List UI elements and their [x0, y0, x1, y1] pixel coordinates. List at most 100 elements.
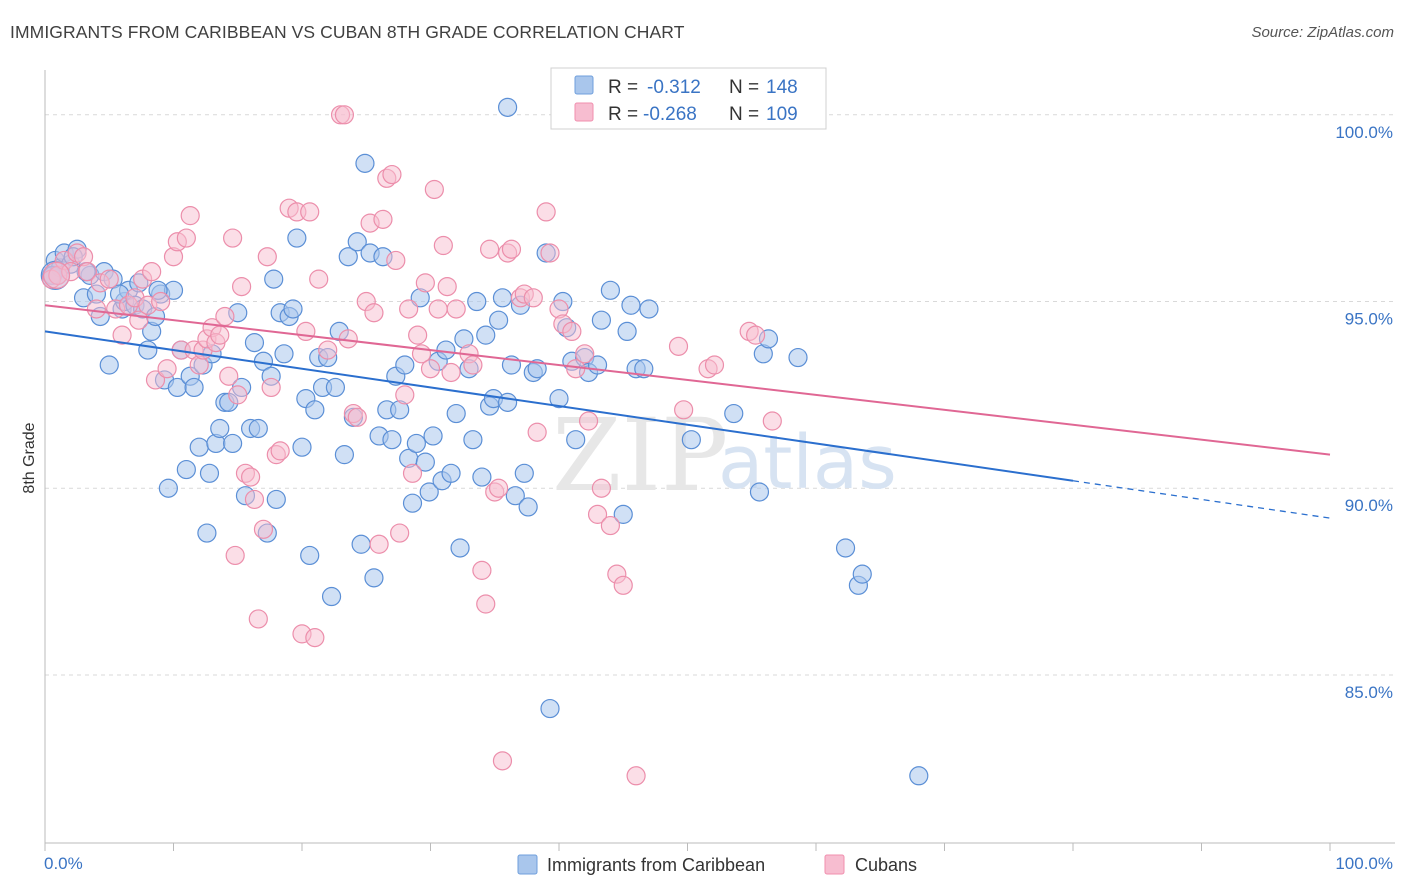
point-cubans-6 — [77, 262, 98, 282]
legend-n-label-blue: N = — [729, 77, 759, 98]
point-caribbean-40 — [223, 433, 243, 454]
axes — [44, 70, 1395, 851]
point-cubans-38 — [232, 276, 252, 297]
point-caribbean-87 — [419, 482, 439, 502]
point-caribbean-92 — [441, 463, 461, 483]
point-cubans-98 — [540, 243, 560, 263]
point-caribbean-57 — [292, 437, 312, 457]
point-caribbean-86 — [415, 452, 435, 472]
y-tick-label-2: 95.0% — [1345, 310, 1393, 329]
x-tick-labels: 0.0% 100.0% — [44, 854, 1393, 873]
point-cubans-7 — [86, 299, 107, 319]
point-cubans-63 — [364, 303, 384, 323]
point-cubans-95 — [523, 288, 543, 308]
point-caribbean-78 — [382, 430, 402, 450]
point-cubans-77 — [424, 179, 444, 200]
point-cubans-17 — [142, 262, 162, 282]
point-cubans-69 — [390, 523, 410, 543]
point-cubans-79 — [433, 235, 453, 256]
point-cubans-52 — [300, 202, 320, 222]
point-caribbean-114 — [540, 698, 560, 719]
bottom-legend-label-cubans: Cubans — [855, 855, 917, 875]
point-caribbean-67 — [334, 445, 355, 465]
legend-box — [550, 67, 827, 130]
point-caribbean-124 — [613, 504, 633, 524]
point-caribbean-136 — [835, 538, 856, 558]
point-caribbean-147 — [498, 97, 518, 117]
point-caribbean-119 — [566, 430, 586, 450]
point-caribbean-37 — [210, 418, 230, 439]
point-cubans-89 — [489, 478, 509, 498]
point-caribbean-11 — [99, 355, 119, 375]
point-caribbean-72 — [355, 153, 375, 173]
point-cubans-97 — [536, 202, 556, 222]
x-tick-label-start: 0.0% — [44, 854, 83, 873]
point-caribbean-131 — [724, 403, 744, 424]
point-cubans-53 — [305, 628, 325, 648]
point-cubans-113 — [674, 400, 694, 420]
watermark: ZIP atlas — [552, 397, 897, 514]
point-cubans-101 — [562, 321, 582, 342]
point-caribbean-94 — [450, 538, 470, 558]
point-cubans-71 — [399, 299, 419, 319]
point-cubans-9 — [99, 269, 119, 289]
point-cubans-84 — [463, 355, 483, 375]
point-caribbean-110 — [518, 497, 538, 517]
point-caribbean-112 — [527, 359, 547, 379]
point-cubans-72 — [402, 463, 423, 483]
point-cubans-32 — [210, 325, 230, 345]
point-caribbean-115 — [549, 389, 569, 409]
x-tick-label-end: 100.0% — [1335, 854, 1393, 873]
bottom-legend-swatch-cubans — [824, 854, 845, 875]
point-caribbean-70 — [347, 232, 367, 252]
point-caribbean-45 — [244, 333, 265, 353]
point-caribbean-55 — [283, 299, 303, 319]
point-cubans-73 — [408, 325, 428, 345]
point-caribbean-130 — [681, 430, 701, 450]
legend-r-label-pink: R = — [608, 104, 638, 125]
point-caribbean-68 — [338, 247, 358, 267]
point-cubans-19 — [151, 291, 171, 312]
point-cubans-81 — [441, 362, 461, 383]
point-caribbean-74 — [364, 568, 384, 588]
point-caribbean-97 — [463, 430, 483, 450]
point-caribbean-125 — [617, 321, 637, 342]
point-cubans-106 — [591, 478, 612, 498]
point-cubans-80 — [437, 276, 457, 297]
point-cubans-64 — [369, 534, 389, 554]
point-caribbean-135 — [788, 347, 808, 368]
point-cubans-41 — [244, 489, 265, 510]
legend-n-value-pink: 109 — [766, 104, 798, 125]
source-note: Source: ZipAtlas.com — [1251, 24, 1394, 41]
point-caribbean-46 — [248, 418, 268, 439]
point-cubans-24 — [176, 228, 196, 248]
y-tick-labels: 85.0% 90.0% 95.0% 100.0% — [1335, 123, 1393, 702]
point-cubans-78 — [428, 299, 448, 319]
point-caribbean-83 — [402, 493, 423, 513]
point-cubans-37 — [228, 385, 248, 405]
point-caribbean-34 — [199, 463, 220, 483]
legend-r-value-blue: -0.312 — [647, 77, 701, 98]
point-cubans-96 — [527, 422, 547, 442]
bottom-legend-label-caribbean: Immigrants from Caribbean — [547, 855, 765, 875]
point-caribbean-56 — [287, 228, 307, 248]
point-cubans-65 — [373, 209, 393, 229]
point-cubans-43 — [253, 519, 274, 539]
y-tick-label-0: 85.0% — [1345, 683, 1393, 702]
point-cubans-47 — [270, 441, 290, 461]
trend-line-caribbean-extension — [1072, 480, 1331, 519]
point-caribbean-105 — [498, 392, 518, 412]
point-caribbean-30 — [184, 377, 204, 398]
point-cubans-85 — [472, 560, 492, 580]
trend-line-caribbean — [44, 330, 1074, 482]
point-caribbean-91 — [436, 340, 456, 360]
point-caribbean-128 — [634, 359, 654, 379]
point-cubans-76 — [420, 359, 441, 379]
point-caribbean-129 — [639, 299, 659, 319]
point-caribbean-98 — [467, 291, 487, 312]
correlation-legend: R = -0.312 N = 148 R = -0.268 N = 109 — [550, 67, 827, 130]
point-caribbean-123 — [591, 310, 612, 330]
point-caribbean-64 — [321, 586, 342, 607]
point-cubans-105 — [587, 504, 608, 524]
